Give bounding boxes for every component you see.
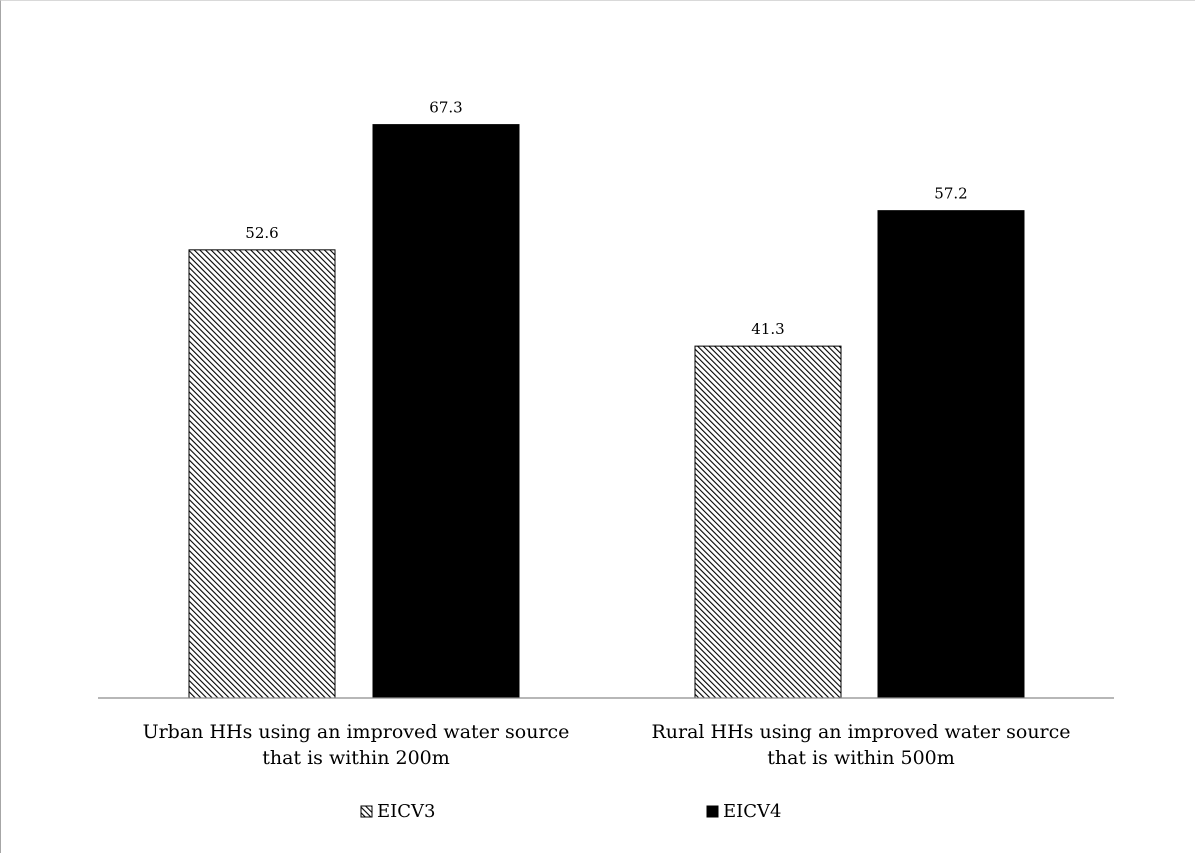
- data-label-eicv3-1: 52.6: [245, 224, 278, 242]
- data-label-eicv3-2: 41.3: [751, 320, 784, 338]
- data-label-eicv4-2: 57.2: [934, 185, 967, 203]
- bar-eicv4-1: [372, 124, 520, 699]
- legend-item-eicv4: EICV4: [706, 801, 781, 822]
- data-label-eicv4-1: 67.3: [429, 99, 462, 117]
- legend-swatch-eicv3: [360, 805, 373, 818]
- legend-item-eicv3: EICV3: [360, 801, 435, 822]
- legend-label-eicv3: EICV3: [377, 801, 435, 822]
- category-labels-layer: Urban HHs using an improved water source…: [143, 721, 1071, 769]
- data-labels-layer: 52.6 41.3 67.3 57.2: [245, 99, 967, 339]
- legend: EICV3 EICV4: [360, 801, 781, 822]
- category-label-1: Urban HHs using an improved water source…: [143, 721, 570, 769]
- bar-eicv3-2: [694, 345, 842, 699]
- bar-eicv3-1: [188, 249, 336, 699]
- category-label-2: Rural HHs using an improved water source…: [651, 721, 1070, 769]
- legend-swatch-eicv4: [706, 805, 719, 818]
- bar-eicv4-2: [877, 210, 1025, 699]
- legend-label-eicv4: EICV4: [723, 801, 781, 822]
- bars-layer: [188, 124, 1025, 699]
